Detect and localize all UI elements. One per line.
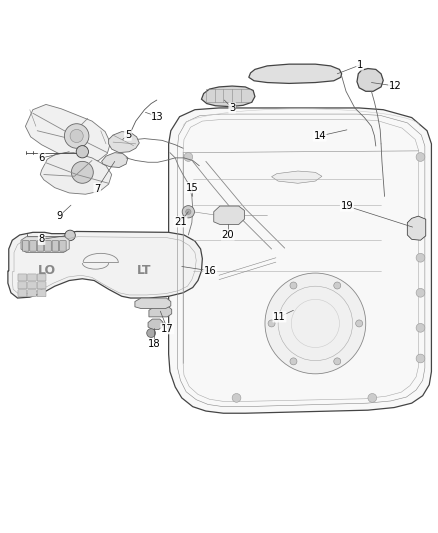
Text: LO: LO [38,264,57,277]
FancyBboxPatch shape [22,241,29,251]
Circle shape [184,152,193,161]
Circle shape [356,320,363,327]
Circle shape [147,329,155,337]
Circle shape [76,146,88,158]
FancyBboxPatch shape [37,290,46,297]
FancyBboxPatch shape [28,290,36,297]
Circle shape [334,358,341,365]
Circle shape [416,253,425,262]
Polygon shape [407,216,426,240]
Polygon shape [21,237,69,253]
Text: 3: 3 [229,103,235,113]
FancyBboxPatch shape [37,282,46,289]
Circle shape [71,161,93,183]
Circle shape [265,273,366,374]
Circle shape [290,358,297,365]
Polygon shape [201,86,255,107]
Polygon shape [135,298,171,309]
Text: 21: 21 [174,217,187,227]
FancyBboxPatch shape [30,241,36,251]
Circle shape [416,288,425,297]
Polygon shape [40,152,112,194]
Circle shape [182,206,194,218]
Circle shape [70,130,83,142]
Text: 1: 1 [357,60,363,70]
Text: 19: 19 [340,201,353,211]
Text: 6: 6 [39,153,45,163]
Polygon shape [249,64,342,84]
FancyBboxPatch shape [18,290,27,297]
Circle shape [334,282,341,289]
FancyBboxPatch shape [37,241,44,251]
FancyBboxPatch shape [45,241,51,251]
Text: LT: LT [136,263,151,277]
Text: 9: 9 [56,211,62,221]
Polygon shape [169,108,431,413]
Text: 17: 17 [161,324,174,334]
Circle shape [186,209,191,214]
Polygon shape [109,132,139,152]
Circle shape [232,393,241,402]
Text: 18: 18 [148,340,160,350]
Circle shape [65,230,75,241]
Text: 13: 13 [152,112,164,122]
Circle shape [268,320,275,327]
Circle shape [64,124,89,148]
Circle shape [368,393,377,402]
Text: 16: 16 [204,266,217,276]
Polygon shape [102,152,128,167]
Polygon shape [25,104,110,162]
Polygon shape [357,69,383,91]
Circle shape [290,282,297,289]
Text: 15: 15 [185,183,198,192]
Text: 7: 7 [94,183,100,193]
Text: 12: 12 [389,81,402,91]
FancyBboxPatch shape [18,274,27,281]
Text: 5: 5 [125,130,131,140]
FancyBboxPatch shape [18,282,27,289]
Circle shape [416,324,425,332]
Text: 20: 20 [222,230,234,240]
Text: 8: 8 [39,235,45,244]
Circle shape [416,354,425,363]
Text: 14: 14 [314,131,326,141]
FancyBboxPatch shape [28,282,36,289]
Text: 11: 11 [273,312,286,322]
FancyBboxPatch shape [28,274,36,281]
Polygon shape [214,206,244,224]
FancyBboxPatch shape [52,241,59,251]
Polygon shape [148,319,163,329]
FancyBboxPatch shape [37,274,46,281]
FancyBboxPatch shape [60,241,66,251]
Polygon shape [149,307,172,317]
Polygon shape [272,171,322,183]
Circle shape [416,152,425,161]
Polygon shape [8,231,202,298]
